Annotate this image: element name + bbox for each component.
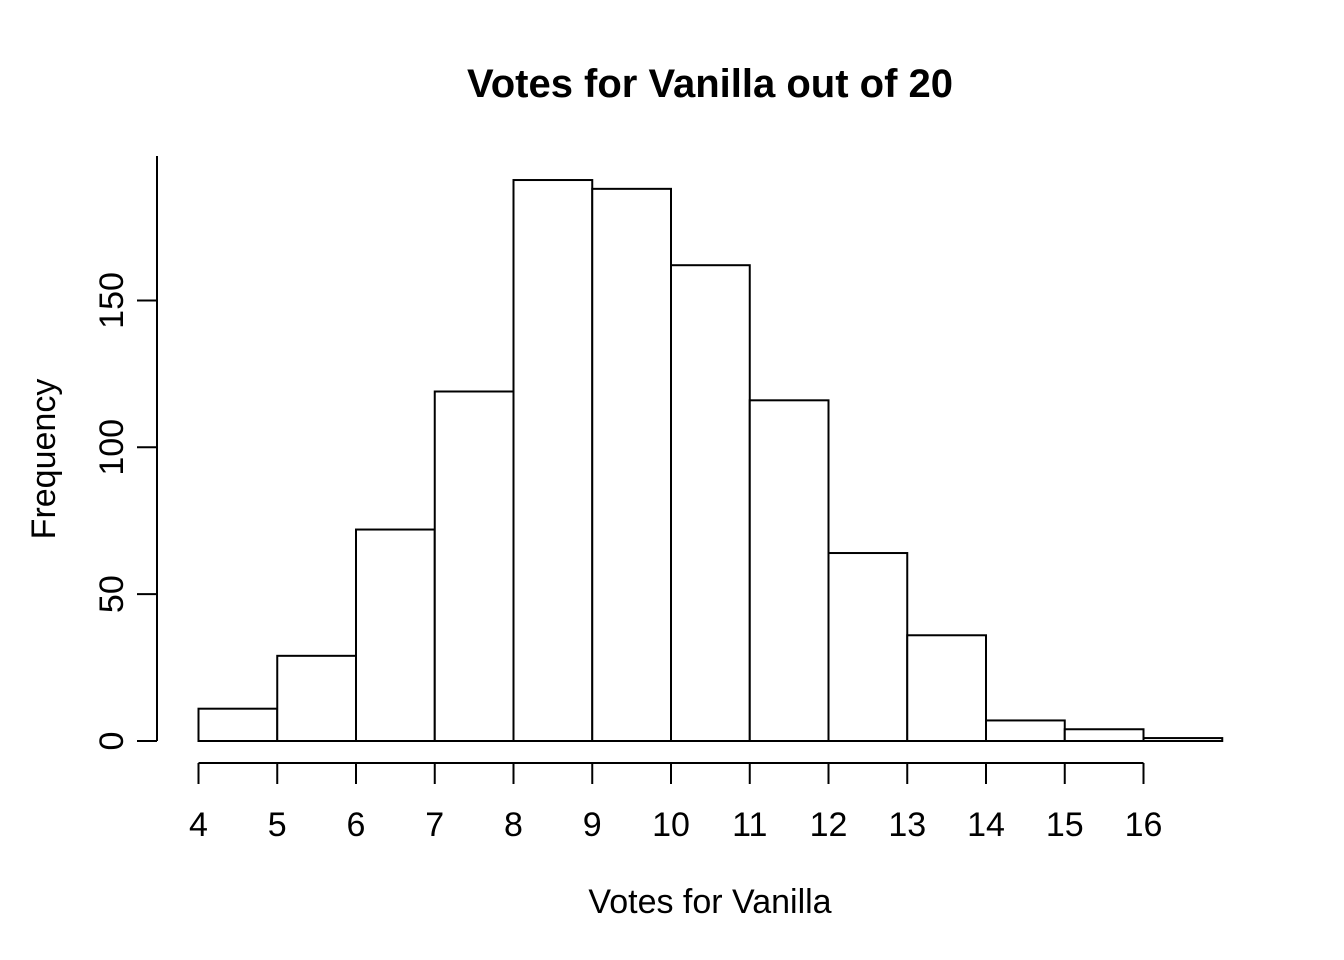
histogram-bar bbox=[827, 552, 909, 742]
x-tick-label: 5 bbox=[268, 806, 287, 844]
bars-group bbox=[197, 179, 1224, 743]
histogram-bar bbox=[906, 634, 987, 743]
x-tick-label: 14 bbox=[967, 806, 1005, 844]
axes-group: 0 50 100 150 4 5 6 7 8 9 10 11 12 13 14 15 16 bbox=[93, 156, 1162, 844]
x-tick-label: 8 bbox=[504, 806, 523, 844]
histogram-bar bbox=[591, 187, 672, 742]
x-tick-label: 13 bbox=[888, 806, 926, 844]
x-tick-label: 4 bbox=[189, 806, 208, 844]
histogram-bar bbox=[512, 179, 594, 742]
x-tick-label: 16 bbox=[1125, 806, 1163, 844]
histogram-bar bbox=[1063, 728, 1145, 743]
histogram-bar bbox=[748, 399, 830, 742]
histogram-bar bbox=[276, 654, 357, 743]
chart-title: Votes for Vanilla out of 20 bbox=[467, 62, 953, 106]
histogram-bar bbox=[1142, 737, 1224, 742]
histogram-bar bbox=[670, 264, 751, 742]
y-tick-label: 150 bbox=[93, 272, 131, 329]
histogram-bar bbox=[985, 719, 1066, 742]
x-tick-label: 7 bbox=[425, 806, 444, 844]
y-tick-label: 100 bbox=[93, 419, 131, 476]
histogram-bar bbox=[433, 390, 515, 742]
y-tick-label: 0 bbox=[93, 732, 131, 751]
y-tick-label: 50 bbox=[93, 575, 131, 613]
x-tick-label: 10 bbox=[652, 806, 690, 844]
y-axis-label: Frequency bbox=[25, 379, 63, 540]
x-tick-label: 15 bbox=[1046, 806, 1084, 844]
histogram-bar bbox=[355, 528, 436, 743]
x-tick-label: 9 bbox=[583, 806, 602, 844]
x-tick-label: 12 bbox=[810, 806, 848, 844]
x-tick-label: 11 bbox=[732, 806, 767, 844]
x-tick-label: 6 bbox=[347, 806, 366, 844]
histogram-bar bbox=[197, 707, 279, 742]
x-axis-label: Votes for Vanilla bbox=[588, 883, 831, 921]
